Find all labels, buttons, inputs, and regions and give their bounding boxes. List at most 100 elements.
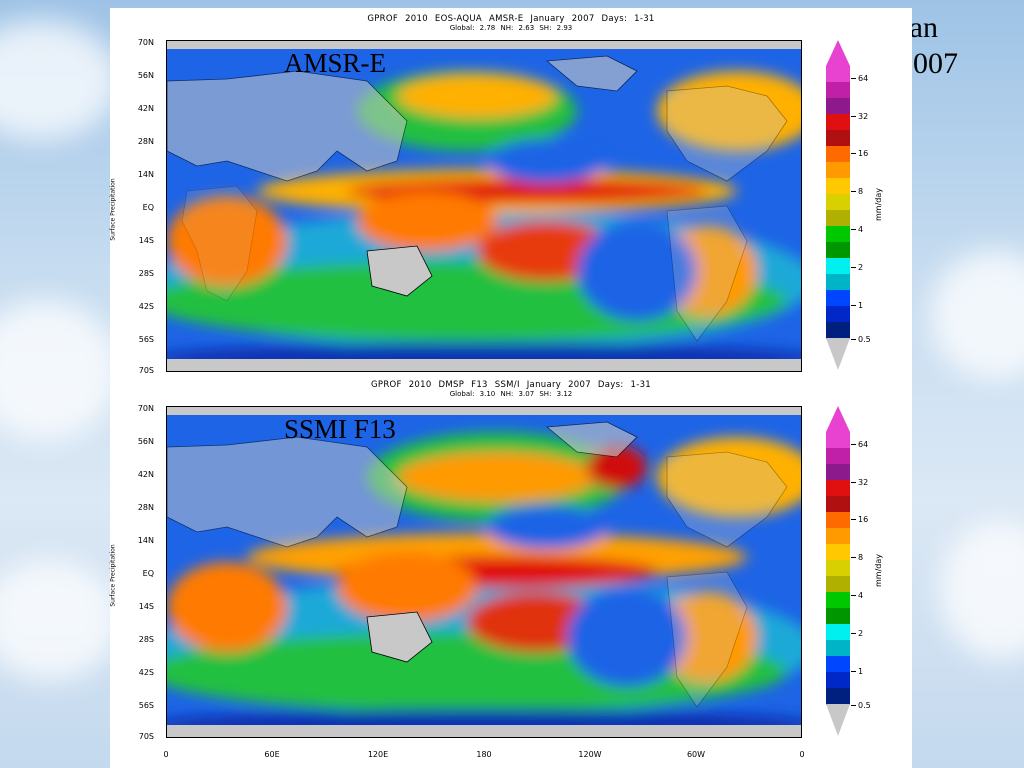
colorbar-tick: 8 [852, 187, 863, 196]
colorbar-segment [826, 576, 850, 593]
lon-tick: 0 [799, 750, 805, 759]
colorbar-tick: 4 [852, 225, 863, 234]
lat-tick: 28S [138, 269, 154, 278]
colorbar-tick: 1 [852, 667, 863, 676]
sensor-label: AMSR-E [284, 48, 387, 78]
colorbar-max-arrow [826, 406, 850, 432]
colorbar-segment [826, 114, 850, 131]
lon-tick: 0 [163, 750, 169, 759]
colorbar-tick: 0.5 [852, 335, 871, 344]
colorbar-segment [826, 688, 850, 705]
colorbar-segment [826, 480, 850, 497]
colorbar-tick: 64 [852, 74, 868, 83]
lat-tick: 56S [138, 701, 154, 710]
colorbar-units: mm/day [874, 554, 883, 587]
map-rain-field [167, 41, 801, 371]
lat-tick: 42S [138, 668, 154, 677]
colorbar [826, 40, 850, 372]
lat-tick: 70N [137, 38, 154, 47]
colorbar-segment [826, 432, 850, 449]
colorbar-segment [826, 656, 850, 673]
map-rain-field [167, 407, 801, 737]
colorbar-segment [826, 512, 850, 529]
lat-tick: 70N [137, 404, 154, 413]
lat-tick: 56S [138, 335, 154, 344]
lon-tick: 180 [476, 750, 492, 759]
colorbar-min-arrow [826, 338, 850, 370]
colorbar-segment [826, 322, 850, 339]
colorbar-segment [826, 210, 850, 227]
lon-tick: 60W [686, 750, 706, 759]
map-header-stats: Global: 3.10 NH: 3.07 SH: 3.12 [449, 390, 573, 398]
colorbar-tick: 16 [852, 515, 868, 524]
precipitation-map [166, 40, 802, 372]
slide-title: Jan 2007 [898, 10, 1018, 82]
lat-tick: 56N [137, 437, 154, 446]
colorbar-segment [826, 130, 850, 147]
lat-tick: 14S [138, 236, 154, 245]
colorbar-segment [826, 226, 850, 243]
lat-tick: 14S [138, 602, 154, 611]
lat-tick: 28S [138, 635, 154, 644]
colorbar-segment [826, 592, 850, 609]
longitude-axis: 0 60E 120E 180 120W 60W 0 [163, 750, 805, 764]
colorbar-segment [826, 162, 850, 179]
colorbar-max-arrow [826, 40, 850, 66]
colorbar-segment [826, 82, 850, 99]
colorbar-segment [826, 178, 850, 195]
colorbar-segment [826, 608, 850, 625]
colorbar-segment [826, 672, 850, 689]
ssmi-f13-map-block: GPROF 2010 DMSP F13 SSM/I January 2007 D… [110, 374, 912, 768]
map-header: GPROF 2010 DMSP F13 SSM/I January 2007 D… [110, 380, 912, 398]
colorbar-tick: 64 [852, 440, 868, 449]
lat-tick: 42N [137, 470, 154, 479]
lat-tick: 70S [138, 366, 154, 375]
colorbar-segment [826, 146, 850, 163]
colorbar-segment [826, 560, 850, 577]
colorbar-min-arrow [826, 704, 850, 736]
colorbar-segment [826, 290, 850, 307]
colorbar-tick: 8 [852, 553, 863, 562]
sensor-label: SSMI F13 [284, 414, 396, 444]
lat-tick: 28N [137, 137, 154, 146]
map-header-stats: Global: 2.78 NH: 2.63 SH: 2.93 [449, 24, 573, 32]
colorbar-tick: 2 [852, 629, 863, 638]
lon-tick: 60E [264, 750, 280, 759]
colorbar-segment [826, 66, 850, 83]
colorbar-tick: 32 [852, 478, 868, 487]
colorbar-segment [826, 306, 850, 323]
lat-tick: 28N [137, 503, 154, 512]
colorbar-segment [826, 640, 850, 657]
slide-title-year: 2007 [898, 47, 958, 80]
lat-tick: 42N [137, 104, 154, 113]
lon-tick: 120W [578, 750, 602, 759]
figure-panel: GPROF 2010 EOS-AQUA AMSR-E January 2007 … [110, 8, 912, 768]
colorbar-tick: 16 [852, 149, 868, 158]
colorbar-segment [826, 544, 850, 561]
colorbar-segment [826, 528, 850, 545]
precipitation-map [166, 406, 802, 738]
colorbar-segment [826, 496, 850, 513]
colorbar-tick: 2 [852, 263, 863, 272]
colorbar-tick: 32 [852, 112, 868, 121]
lat-tick: EQ [142, 569, 154, 578]
map-header: GPROF 2010 EOS-AQUA AMSR-E January 2007 … [110, 14, 912, 32]
colorbar-tick: 4 [852, 591, 863, 600]
colorbar-segment [826, 98, 850, 115]
lon-tick: 120E [367, 750, 389, 759]
lat-tick: 42S [138, 302, 154, 311]
colorbar [826, 406, 850, 738]
lat-tick: 14N [137, 536, 154, 545]
lat-tick: 14N [137, 170, 154, 179]
map-header-title: GPROF 2010 DMSP F13 SSM/I January 2007 D… [371, 380, 651, 390]
colorbar-tick: 1 [852, 301, 863, 310]
colorbar-segment [826, 464, 850, 481]
colorbar-segment [826, 624, 850, 641]
lat-tick: 70S [138, 732, 154, 741]
colorbar-tick: 0.5 [852, 701, 871, 710]
lat-tick: EQ [142, 203, 154, 212]
colorbar-segment [826, 258, 850, 275]
colorbar-segment [826, 242, 850, 259]
colorbar-segment [826, 194, 850, 211]
lat-tick: 56N [137, 71, 154, 80]
